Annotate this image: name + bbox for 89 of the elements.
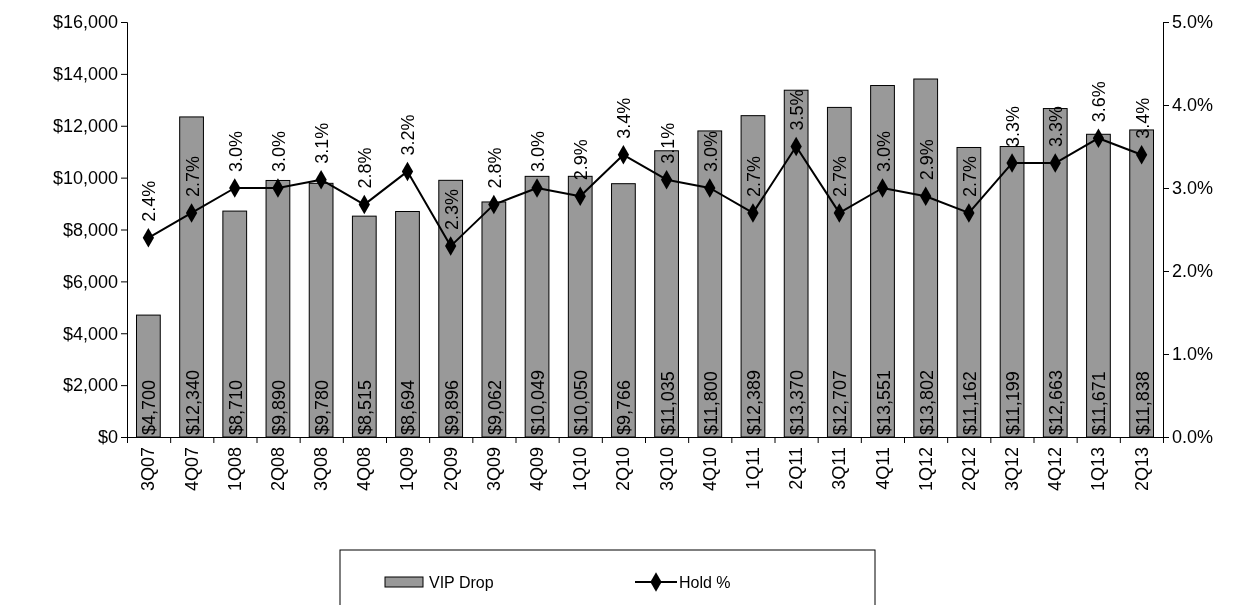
y-tick-label: $2,000 <box>62 375 118 396</box>
data-label: 3.0% <box>528 130 549 172</box>
data-label: $9,766 <box>614 379 635 435</box>
data-label: 3.0% <box>873 130 894 172</box>
data-label: 2.7% <box>743 155 764 197</box>
data-label: $8,710 <box>225 379 246 435</box>
data-label: $9,890 <box>268 379 289 435</box>
data-label: 3.3% <box>1003 106 1024 148</box>
x-tick-label: 2Q09 <box>440 447 461 492</box>
y-tick-label: $8,000 <box>62 219 118 240</box>
data-label: 2.9% <box>571 139 592 181</box>
data-label: $12,340 <box>182 369 203 435</box>
x-tick-label: 3Q08 <box>311 447 332 492</box>
data-label: $8,515 <box>355 379 376 435</box>
y2-tick-label: 2.0% <box>1172 261 1214 282</box>
y-tick-label: $14,000 <box>52 64 118 85</box>
data-label: 2.8% <box>484 147 505 189</box>
x-tick-label: 2Q13 <box>1131 447 1152 492</box>
data-label: $12,389 <box>743 369 764 435</box>
x-tick-label: 3Q09 <box>483 447 504 492</box>
x-tick-label: 1Q10 <box>570 447 591 492</box>
data-label: 2.7% <box>830 155 851 197</box>
y-tick-label: $16,000 <box>52 12 118 33</box>
data-label: 2.8% <box>355 147 376 189</box>
y2-tick-label: 4.0% <box>1172 95 1214 116</box>
data-label: $11,162 <box>959 371 980 435</box>
data-label: 3.0% <box>700 130 721 172</box>
x-tick-label: 3Q10 <box>656 447 677 492</box>
legend-label: VIP Drop <box>429 574 494 591</box>
data-label: 3.6% <box>1089 81 1110 123</box>
y-tick-label: $6,000 <box>62 271 118 292</box>
x-tick-label: 4Q10 <box>699 447 720 492</box>
data-label: 3.4% <box>614 97 635 139</box>
data-label: $12,707 <box>830 369 851 435</box>
data-label: $13,370 <box>787 369 808 435</box>
x-tick-label: 3Q12 <box>1002 447 1023 492</box>
data-label: $8,694 <box>398 379 419 435</box>
data-label: $9,062 <box>484 379 505 435</box>
x-tick-label: 1Q08 <box>224 447 245 492</box>
data-label: $10,050 <box>571 369 592 435</box>
y-tick-label: $10,000 <box>52 167 118 188</box>
data-label: $13,551 <box>873 369 894 435</box>
data-label: 3.3% <box>1046 106 1067 148</box>
x-tick-label: 4Q12 <box>1045 447 1066 492</box>
x-tick-label: 1Q11 <box>742 447 763 490</box>
data-label: $11,838 <box>1132 371 1153 435</box>
legend-label: Hold % <box>679 574 731 591</box>
y2-tick-label: 0.0% <box>1172 427 1214 448</box>
x-tick-label: 2Q08 <box>267 447 288 492</box>
x-tick-label: 4Q09 <box>527 447 548 492</box>
x-tick-label: 1Q12 <box>915 447 936 492</box>
x-tick-label: 4Q11 <box>872 447 893 490</box>
x-tick-label: 3Q11 <box>829 447 850 490</box>
data-label: 3.4% <box>1132 97 1153 139</box>
data-label: 2.9% <box>916 139 937 181</box>
data-label: $9,780 <box>312 379 333 435</box>
y-tick-label: $0 <box>97 427 118 448</box>
y2-tick-label: 1.0% <box>1172 344 1214 365</box>
data-label: 2.4% <box>139 180 160 222</box>
x-tick-label: 3Q07 <box>138 447 159 492</box>
x-tick-label: 2Q11 <box>786 447 807 490</box>
y-tick-label: $12,000 <box>52 116 118 137</box>
data-label: 3.1% <box>312 122 333 164</box>
x-tick-label: 1Q09 <box>397 447 418 492</box>
data-label: $10,049 <box>528 369 549 435</box>
data-label: 3.0% <box>268 130 289 172</box>
data-label: $11,800 <box>700 371 721 435</box>
x-tick-label: 2Q10 <box>613 447 634 492</box>
data-label: 2.7% <box>959 155 980 197</box>
data-label: 2.3% <box>441 189 462 231</box>
data-label: $11,199 <box>1003 371 1024 435</box>
data-label: $11,671 <box>1089 371 1110 435</box>
y2-tick-label: 5.0% <box>1172 12 1214 33</box>
data-label: $11,035 <box>657 371 678 435</box>
y2-tick-label: 3.0% <box>1172 178 1214 199</box>
data-label: $4,700 <box>139 379 160 435</box>
x-tick-label: 4Q07 <box>181 447 202 492</box>
x-tick-label: 4Q08 <box>354 447 375 492</box>
data-label: 2.7% <box>182 155 203 197</box>
data-label: 3.2% <box>398 114 419 156</box>
data-label: $12,663 <box>1046 369 1067 435</box>
data-label: 3.5% <box>787 89 808 131</box>
x-tick-label: 2Q12 <box>958 447 979 492</box>
data-label: $9,896 <box>441 379 462 435</box>
data-label: 3.0% <box>225 130 246 172</box>
data-label: 3.1% <box>657 122 678 164</box>
x-tick-label: 1Q13 <box>1088 447 1109 492</box>
y-tick-label: $4,000 <box>62 323 118 344</box>
data-label: $13,802 <box>916 369 937 435</box>
